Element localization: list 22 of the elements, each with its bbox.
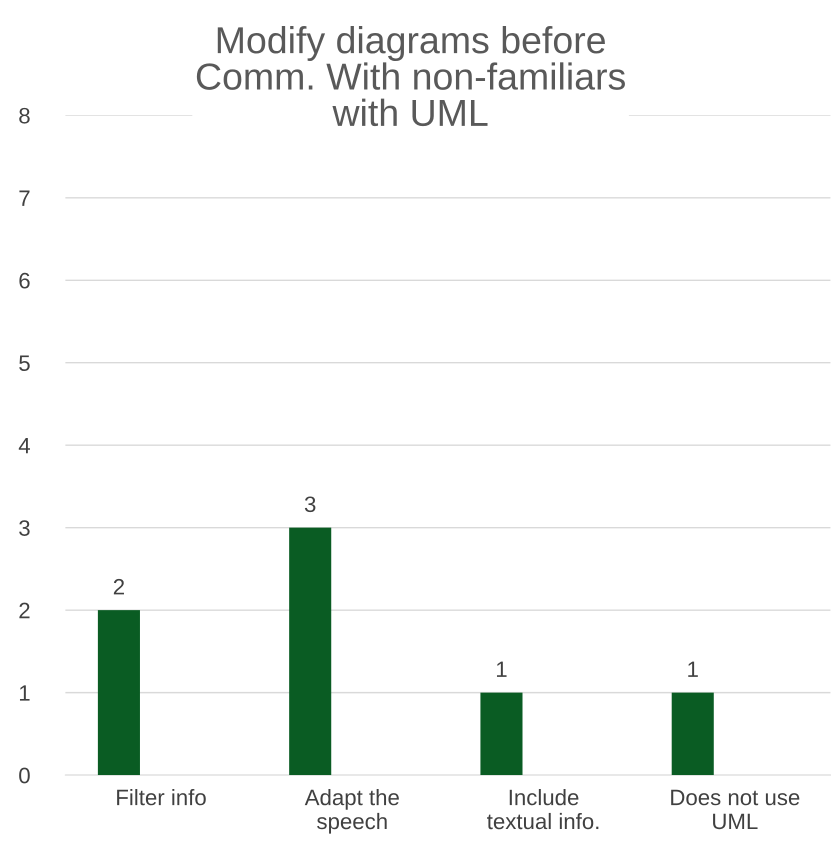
x-tick-label: Include textual info.: [487, 788, 598, 830]
data-label: 1: [688, 662, 698, 677]
y-tick-label: 8: [19, 108, 30, 124]
chart-title: Modify diagrams before Comm. With non-familiars with UML: [196, 26, 625, 126]
y-tick-label: 1: [20, 685, 30, 701]
bar: [672, 692, 714, 776]
y-tick-label: 2: [19, 602, 30, 618]
data-label: 2: [114, 578, 124, 594]
data-label: 1: [496, 662, 507, 677]
bar: [480, 692, 523, 776]
data-label: 3: [304, 496, 316, 512]
x-tick-label: Adapt the speech: [304, 788, 399, 834]
bar: [289, 528, 332, 776]
y-tick-label: 6: [19, 272, 30, 289]
y-tick-label: 7: [19, 190, 30, 206]
y-tick-label: 0: [19, 768, 30, 784]
bar: [98, 610, 140, 776]
y-tick-label: 4: [18, 438, 30, 454]
x-tick-label: Does not use UML: [671, 790, 800, 830]
y-tick-label: 3: [19, 520, 30, 536]
y-tick-label: 5: [19, 355, 30, 371]
x-tick-label: Filter info: [117, 788, 206, 806]
